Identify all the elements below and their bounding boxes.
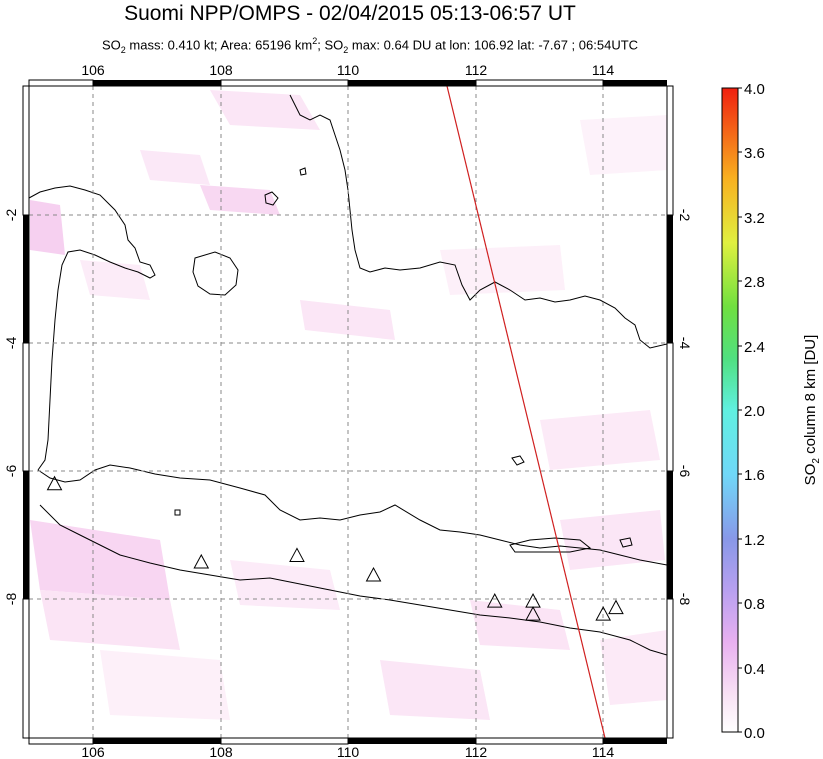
lat-tick-label: -8 (677, 593, 693, 606)
triangle-icon (193, 553, 210, 569)
triangle-icon (46, 475, 63, 491)
map-frame-bars (22, 79, 674, 745)
colorbar-tick-label: 1.2 (744, 532, 765, 549)
colorbar-tick-label: 0.4 (744, 661, 765, 678)
colorbar-tick-label: 2.0 (744, 403, 765, 420)
lat-labels-left: -2 -4 -6 -8 (3, 209, 19, 606)
colorbar-tick-label: 1.6 (744, 467, 765, 484)
colorbar-ticks (738, 87, 742, 733)
triangle-icon (608, 599, 624, 615)
lat-labels-right: -2 -4 -6 -8 (677, 209, 693, 606)
colorbar-tick-label: 3.2 (744, 210, 765, 227)
lat-tick-label: -6 (3, 465, 19, 478)
graticule (29, 86, 667, 738)
lon-tick-label: 114 (592, 744, 615, 759)
colorbar-tick-label: 0.8 (744, 596, 765, 613)
lon-tick-label: 114 (592, 62, 615, 78)
colorbar-labels: 4.0 3.6 3.2 2.8 2.4 2.0 1.6 1.2 0.8 0.4 … (744, 81, 765, 742)
lat-tick-label: -2 (677, 209, 693, 222)
volcano-markers (46, 475, 624, 621)
colorbar-tick-label: 4.0 (744, 81, 765, 98)
orbit-track-line (446, 85, 606, 739)
lon-tick-label: 108 (209, 744, 233, 759)
lon-tick-label: 112 (465, 744, 488, 759)
lat-tick-label: -8 (3, 593, 19, 606)
lon-labels-top: 106 108 110 112 114 (81, 62, 614, 78)
lat-tick-label: -6 (677, 465, 693, 478)
colorbar-title: SO2 column 8 km [DU] (802, 335, 822, 486)
so2-pixels (30, 90, 667, 720)
colorbar-tick-label: 0.0 (744, 725, 765, 742)
lon-tick-label: 110 (337, 744, 360, 759)
colorbar (721, 87, 739, 733)
colorbar-tick-label: 2.4 (744, 339, 765, 356)
map-title: Suomi NPP/OMPS - 02/04/2015 05:13-06:57 … (124, 2, 576, 25)
triangle-icon (595, 606, 612, 621)
triangle-icon (365, 566, 382, 582)
triangle-icon (486, 593, 503, 608)
lon-tick-label: 106 (81, 744, 105, 759)
lon-tick-label: 106 (81, 62, 105, 78)
lon-tick-label: 108 (209, 62, 233, 78)
lat-tick-label: -2 (3, 209, 19, 222)
triangle-icon (289, 547, 305, 562)
map-subtitle: SO2 mass: 0.410 kt; Area: 65196 km2; SO2… (101, 36, 639, 55)
triangle-icon (525, 593, 541, 608)
lon-tick-label: 110 (337, 62, 360, 78)
lon-labels-bottom: 106 108 110 112 114 (81, 744, 614, 759)
lat-tick-label: -4 (677, 337, 693, 350)
colorbar-tick-label: 3.6 (744, 145, 765, 162)
triangle-icon (525, 606, 541, 621)
colorbar-tick-label: 2.8 (744, 274, 765, 291)
lat-tick-label: -4 (3, 337, 19, 350)
lon-tick-label: 112 (465, 62, 488, 78)
